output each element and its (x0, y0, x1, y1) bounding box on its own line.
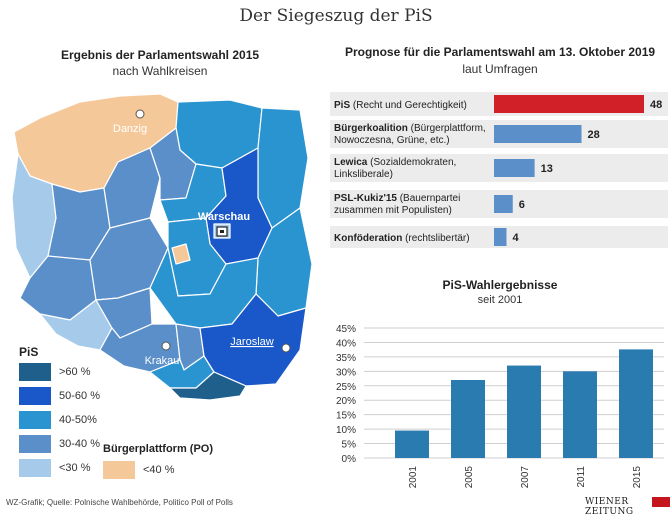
forecast-category-label: Lewica (Sozialdemokraten, (334, 157, 456, 168)
results-bar (507, 365, 541, 458)
legend-swatch (19, 411, 51, 429)
legend-label: 30-40 % (59, 438, 100, 450)
city-label-krakau: Krakau (145, 355, 180, 367)
forecast-bar (494, 195, 513, 213)
forecast-category-label: PiS (Recht und Gerechtigkeit) (334, 100, 467, 111)
y-tick-label: 0% (342, 454, 357, 465)
legend-swatch (103, 461, 135, 479)
page-title: Der Siegeszug der PiS (239, 6, 433, 26)
brand-accent (652, 497, 670, 507)
region-tarnow-nowysacz (169, 371, 247, 401)
forecast-category-label: Bürgerkoalition (Bürgerplattform, (334, 123, 486, 134)
x-tick-label: 2005 (464, 466, 475, 489)
brand-logo: WIENER ZEITUNG (585, 497, 634, 517)
forecast-value-label: 13 (541, 163, 553, 175)
map-subtitle: nach Wahlkreisen (112, 64, 208, 78)
danzig-marker (135, 109, 145, 119)
legend-label: >60 % (59, 366, 91, 378)
city-label-jaroslaw: Jaroslaw (230, 336, 273, 348)
legend-pis-item: <30 % (19, 459, 91, 477)
legend-po-item: <40 % (103, 461, 175, 479)
y-tick-label: 40% (336, 338, 356, 349)
y-tick-label: 10% (336, 425, 356, 436)
forecast-value-label: 48 (650, 99, 662, 111)
legend-pis-title: PiS (19, 345, 39, 359)
legend-po-title: Bürgerplattform (PO) (103, 443, 213, 455)
y-tick-label: 25% (336, 382, 356, 393)
legend-label: 40-50% (59, 414, 97, 426)
legend-pis-item: 50-60 % (19, 387, 100, 405)
forecast-value-label: 28 (588, 129, 600, 141)
footer-source: WZ-Grafik; Quelle: Polnische Wahlbehörde… (6, 498, 233, 507)
region-lodz-city (171, 243, 191, 265)
y-tick-label: 5% (342, 440, 357, 451)
forecast-bar (494, 125, 582, 143)
forecast-chart-title: Prognose für die Parlamentswahl am 13. O… (344, 45, 656, 59)
results-bar (451, 380, 485, 458)
x-tick-label: 2007 (520, 466, 531, 489)
city-label-danzig: Danzig (113, 123, 147, 135)
forecast-category-label: Konföderation (rechtslibertär) (334, 233, 470, 244)
results-bar-chart: 0% 5% 10% 15% 20% 25% 30% 35% 40% 45% 2001 2005 2007… (336, 324, 664, 489)
y-tick-label: 15% (336, 411, 356, 422)
poland-map: Danzig Warschau Krakau Jaroslaw (11, 93, 313, 401)
y-tick-label: 45% (336, 324, 356, 335)
legend-label: <40 % (143, 464, 175, 476)
legend-pis-item: >60 % (19, 363, 91, 381)
results-chart-title: PiS-Wahlergebnisse (442, 278, 558, 292)
forecast-category-label: Nowoczesna, Grüne, etc.) (334, 135, 450, 146)
legend-swatch (19, 363, 51, 381)
forecast-category-label: zusammen mit Populisten) (334, 205, 452, 216)
forecast-value-label: 6 (519, 199, 525, 211)
x-tick-label: 2001 (408, 466, 419, 489)
forecast-category-label: Linksliberale) (334, 169, 393, 180)
results-bar (563, 371, 597, 458)
results-chart-subtitle: seit 2001 (477, 294, 523, 306)
y-tick-label: 20% (336, 396, 356, 407)
x-tick-label: 2011 (576, 466, 587, 488)
legend-label: 50-60 % (59, 390, 100, 402)
legend-swatch (19, 459, 51, 477)
results-bar (619, 349, 653, 458)
forecast-value-label: 4 (513, 232, 520, 244)
city-label-warschau: Warschau (198, 211, 250, 223)
legend-label: <30 % (59, 462, 91, 474)
forecast-bar (494, 228, 507, 246)
legend-swatch (19, 435, 51, 453)
legend-pis-item: 30-40 % (19, 435, 100, 453)
y-tick-label: 30% (336, 367, 356, 378)
x-tick-label: 2015 (632, 466, 643, 489)
forecast-category-label: PSL-Kukiz'15 (Bauernpartei (334, 193, 460, 204)
region-subcarpathia (199, 293, 307, 387)
forecast-bar (494, 95, 644, 113)
map-title: Ergebnis der Parlamentswahl 2015 (60, 48, 260, 62)
forecast-bar (494, 159, 535, 177)
legend-swatch (19, 387, 51, 405)
y-tick-label: 35% (336, 353, 356, 364)
legend-pis-item: 40-50% (19, 411, 97, 429)
results-bar (395, 430, 429, 458)
forecast-bar-chart: PiS (Recht und Gerechtigkeit) 48 Bürgerkoa… (330, 92, 668, 248)
forecast-chart-subtitle: laut Umfragen (462, 62, 538, 76)
krakau-marker (161, 341, 171, 351)
jaroslaw-marker (281, 343, 291, 353)
